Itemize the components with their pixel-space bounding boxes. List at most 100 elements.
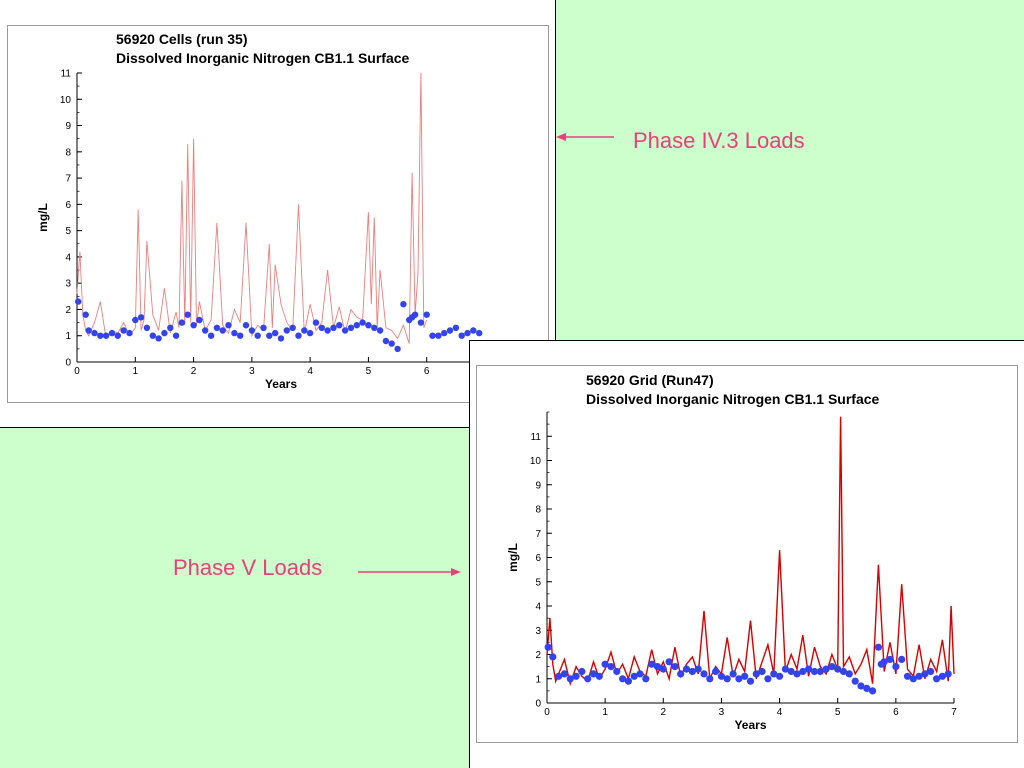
data-point [544, 643, 552, 651]
data-point [277, 335, 285, 342]
data-point [289, 324, 296, 331]
data-point [266, 332, 273, 339]
data-point [400, 301, 407, 308]
y-tick-label: 2 [535, 650, 541, 661]
data-point [167, 324, 174, 331]
x-tick-label: 0 [544, 707, 550, 718]
data-point [746, 677, 755, 685]
data-point [202, 327, 209, 334]
data-point [607, 663, 615, 671]
y-tick-label: 6 [535, 553, 541, 564]
data-point [371, 324, 378, 331]
data-point [717, 672, 725, 680]
data-point [572, 672, 580, 680]
data-point [810, 667, 819, 676]
x-tick-label: 7 [951, 707, 957, 718]
data-point [225, 322, 232, 329]
data-point [874, 643, 882, 651]
data-point [712, 667, 720, 676]
data-point [382, 337, 390, 345]
data-point [688, 667, 696, 676]
x-tick-label: 1 [133, 366, 139, 377]
x-tick-label: 5 [835, 707, 841, 718]
data-point [898, 655, 906, 663]
data-point [653, 663, 662, 671]
data-point [248, 327, 256, 334]
data-point [758, 667, 766, 676]
data-point [578, 667, 586, 676]
data-point [441, 329, 448, 337]
data-point [601, 660, 609, 668]
data-point [155, 335, 162, 342]
data-point [237, 332, 244, 339]
data-point [137, 314, 145, 321]
data-point [394, 345, 401, 353]
y-tick-label: 2 [65, 305, 71, 316]
data-point [793, 670, 801, 678]
data-point [682, 665, 691, 673]
phase-iv3-annotation: Phase IV.3 Loads [633, 128, 805, 153]
data-point [75, 298, 82, 305]
top-chart-subtitle: Dissolved Inorganic Nitrogen CB1.1 Surfa… [116, 50, 410, 66]
y-tick-label: 1 [65, 331, 71, 342]
series-line [546, 416, 955, 687]
bottom-chart-plot: 0 1 2 3 4 5 6 7 8 9 10 11 0 1 2 3 4 5 6 7 Years mg/L [506, 411, 957, 732]
data-point [464, 329, 471, 337]
data-point [648, 660, 656, 668]
data-point [306, 329, 314, 337]
y-tick-label: 7 [65, 174, 71, 185]
data-point [741, 672, 749, 680]
data-point [560, 670, 568, 678]
y-tick-label: 4 [535, 602, 541, 613]
data-point [207, 332, 215, 339]
data-point [828, 663, 836, 671]
data-point [665, 658, 673, 666]
data-point [642, 675, 650, 683]
data-point [933, 675, 941, 683]
data-point [909, 675, 917, 683]
data-point [353, 322, 360, 329]
x-tick-label: 6 [424, 366, 430, 377]
data-point [752, 670, 760, 678]
data-point [190, 322, 197, 329]
top-chart-title: 56920 Cells (run 35) [116, 31, 248, 47]
data-point [886, 655, 894, 663]
y-tick-label: 3 [535, 626, 541, 637]
y-tick-label: 6 [65, 200, 71, 211]
data-point [822, 665, 830, 673]
series-line [76, 72, 428, 344]
data-point [845, 670, 853, 678]
y-axis-label: mg/L [506, 543, 520, 572]
data-point [555, 672, 563, 680]
phase-v-annotation: Phase V Loads [173, 555, 323, 580]
data-point [312, 319, 320, 326]
x-tick-label: 0 [74, 366, 80, 377]
data-point [944, 670, 952, 678]
data-point [470, 327, 477, 334]
top-chart-frame: 56920 Cells (run 35) Dissolved Inorganic… [7, 25, 549, 403]
data-point [735, 675, 743, 683]
data-point [857, 682, 865, 690]
y-axis-label: mg/L [36, 203, 50, 232]
top-chart-panel: 56920 Cells (run 35) Dissolved Inorganic… [0, 0, 556, 428]
y-tick-label: 3 [65, 279, 71, 290]
data-point [85, 327, 92, 334]
data-point [97, 332, 104, 339]
data-point [435, 332, 442, 339]
data-point [630, 672, 638, 680]
data-point [143, 324, 151, 331]
data-point [677, 670, 685, 678]
data-point [376, 327, 384, 334]
y-tick-label: 8 [65, 147, 71, 158]
data-point [880, 658, 888, 666]
y-tick-label: 11 [61, 69, 72, 80]
data-point [120, 327, 127, 334]
data-point [272, 329, 279, 337]
data-point [927, 667, 935, 676]
data-point [700, 670, 708, 678]
data-point [242, 322, 250, 329]
data-point [851, 677, 859, 685]
data-point [341, 327, 349, 334]
data-point [595, 672, 603, 680]
y-tick-label: 5 [535, 577, 541, 588]
